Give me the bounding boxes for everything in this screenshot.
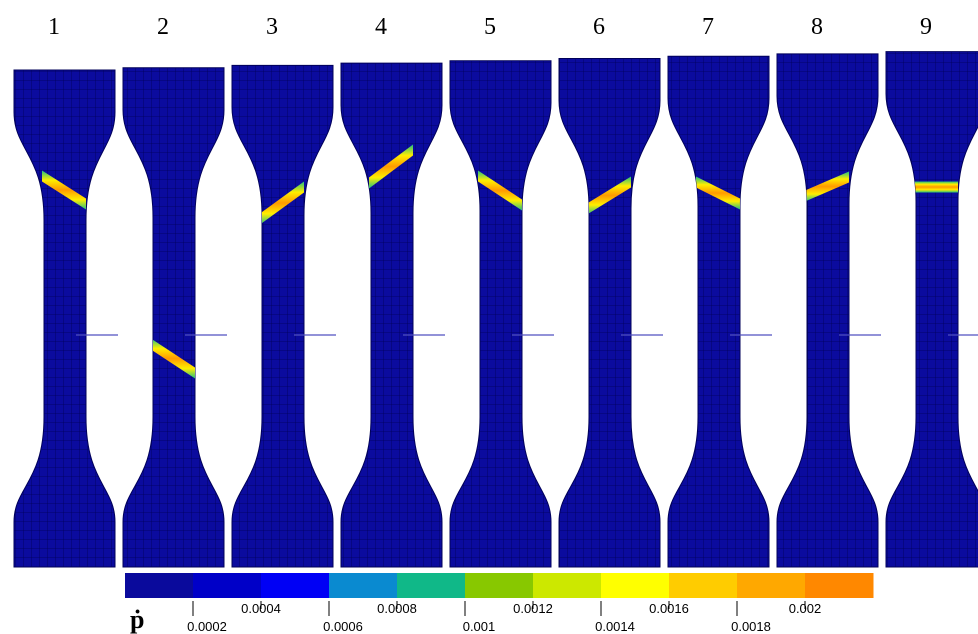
specimen [340, 62, 443, 568]
specimen-label: 5 [484, 14, 496, 40]
specimen-label: 3 [266, 14, 278, 40]
colorbar-tick-label: 0.0014 [595, 619, 635, 634]
colorbar-segment [193, 573, 262, 598]
specimen [122, 67, 225, 568]
colorbar-segment [805, 573, 874, 598]
shear-band-group [805, 171, 849, 202]
colorbar-tick-label: 0.0016 [649, 601, 689, 616]
specimen [776, 53, 879, 568]
shear-band-group [696, 176, 740, 210]
specimen-label: 8 [811, 14, 823, 40]
colorbar-segment [601, 573, 670, 598]
shear-band [42, 170, 86, 210]
colorbar-segment [533, 573, 602, 598]
specimen [667, 55, 770, 568]
colorbar-tick-label: 0.0004 [241, 601, 281, 616]
colorbar-tick-label: 0.0002 [187, 619, 227, 634]
colorbar-segment [125, 573, 194, 598]
specimen-label: 9 [920, 14, 932, 40]
shear-band-group [260, 181, 304, 225]
shear-band [369, 144, 413, 189]
colorbar-segment [737, 573, 806, 598]
shear-band-group [369, 144, 413, 189]
shear-band-group [151, 338, 195, 379]
specimen-label: 2 [157, 14, 169, 40]
specimen [885, 51, 978, 568]
shear-band-group [587, 176, 631, 215]
shear-band [805, 171, 849, 202]
shear-band [587, 176, 631, 215]
specimen-label: 6 [593, 14, 605, 40]
shear-band-group [478, 170, 522, 211]
specimen-label: 7 [702, 14, 714, 40]
colorbar-tick-label: 0.001 [463, 619, 496, 634]
shear-band [696, 176, 740, 210]
colorbar-segment [261, 573, 330, 598]
colorbar-tick-label: 0.0012 [513, 601, 553, 616]
shear-band-group [42, 170, 86, 210]
specimen-label: 4 [375, 14, 387, 40]
shear-band-group [914, 181, 958, 193]
colorbar-tick-label: 0.0018 [731, 619, 771, 634]
specimen-label: 1 [48, 14, 60, 40]
specimen [231, 64, 334, 568]
shear-band [151, 338, 195, 379]
specimen [13, 69, 116, 568]
colorbar-segment [465, 573, 534, 598]
colorbar-tick-label: 0.0008 [377, 601, 417, 616]
shear-band [914, 181, 958, 193]
colorbar-segment [397, 573, 466, 598]
rate-symbol: ṗ [130, 605, 144, 634]
shear-band [260, 181, 304, 225]
specimen [558, 58, 661, 568]
specimen [449, 60, 552, 568]
shear-band [478, 170, 522, 211]
colorbar-segment [329, 573, 398, 598]
colorbar-tick-label: 0.002 [789, 601, 822, 616]
colorbar-tick-label: 0.0006 [323, 619, 363, 634]
colorbar-segment [669, 573, 738, 598]
